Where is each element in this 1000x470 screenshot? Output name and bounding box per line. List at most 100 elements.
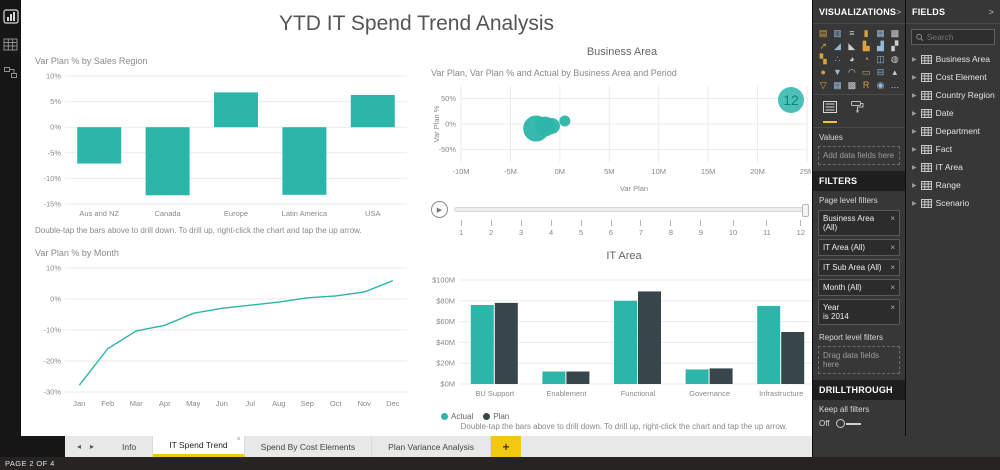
filter-chip[interactable]: Year is 2014 × bbox=[818, 299, 900, 325]
collapse-visualizations-icon[interactable]: > bbox=[896, 7, 902, 17]
chart-business-area-scatter[interactable]: Business Area Var Plan, Var Plan % and A… bbox=[431, 46, 812, 237]
expand-table-icon[interactable]: ▶ bbox=[912, 92, 917, 99]
line-stacked-column-chart-icon[interactable]: ▙ bbox=[862, 41, 870, 51]
card-icon[interactable]: ▭ bbox=[861, 67, 871, 77]
map-icon[interactable]: ◍ bbox=[890, 54, 899, 64]
play-axis-tick[interactable]: 9 bbox=[699, 220, 703, 237]
remove-filter-icon[interactable]: × bbox=[890, 243, 895, 252]
funnel-chart-icon[interactable]: ▼ bbox=[833, 67, 842, 77]
expand-table-icon[interactable]: ▶ bbox=[912, 110, 917, 117]
bar-Latin America[interactable] bbox=[282, 127, 327, 195]
bar-BU Support-Plan[interactable] bbox=[494, 302, 518, 384]
slicer-icon[interactable]: ▽ bbox=[819, 80, 827, 90]
bar-Functional-Plan[interactable] bbox=[638, 291, 661, 384]
collapse-fields-icon[interactable]: > bbox=[988, 7, 994, 17]
play-axis-tick[interactable]: 2 bbox=[489, 220, 493, 237]
bar-chart-plot[interactable]: 10% 5% 0% -5% -10% -15% Aus and NZ Canada Europe… bbox=[35, 68, 413, 225]
bubble-3[interactable] bbox=[559, 115, 571, 127]
new-page-button[interactable]: + bbox=[491, 436, 521, 457]
close-tab-icon[interactable]: × bbox=[236, 436, 241, 443]
page-tab[interactable]: Info bbox=[106, 436, 154, 457]
expand-table-icon[interactable]: ▶ bbox=[912, 56, 917, 63]
filled-map-icon[interactable]: ● bbox=[820, 67, 826, 77]
bar-Canada[interactable] bbox=[145, 127, 190, 196]
more-visuals-icon[interactable]: … bbox=[890, 80, 900, 90]
100-stacked-bar-chart-icon[interactable]: ▦ bbox=[876, 28, 885, 38]
format-pane-tab[interactable] bbox=[851, 100, 864, 123]
chart-var-plan-by-sales-region[interactable]: Var Plan % by Sales Region 10% 5% 0% -5% -10… bbox=[35, 56, 413, 235]
play-axis-tick[interactable]: 11 bbox=[763, 220, 771, 237]
stacked-area-chart-icon[interactable]: ◣ bbox=[848, 41, 856, 51]
ribbon-chart-icon[interactable]: ▞ bbox=[891, 41, 899, 51]
remove-filter-icon[interactable]: × bbox=[890, 214, 895, 223]
bar-Governance-Plan[interactable] bbox=[709, 368, 733, 384]
bar-Governance-Actual[interactable] bbox=[685, 369, 709, 384]
area-chart-icon[interactable]: ◢ bbox=[834, 41, 841, 51]
scatter-plot[interactable]: -10M -5M 0M 5M 10M 15M 20M 25M 50% 0% -50% 12 Var Pl… bbox=[431, 80, 812, 197]
line-chart-plot[interactable]: 10% 0% -10% -20% -30% Jan Feb Mar Apr May Jun Jul Au… bbox=[35, 260, 413, 415]
expand-table-icon[interactable]: ▶ bbox=[912, 74, 917, 81]
line-clustered-column-chart-icon[interactable]: ▟ bbox=[877, 41, 884, 51]
page-tab[interactable]: Spend By Cost Elements bbox=[245, 436, 373, 457]
legend-item-Plan[interactable]: Plan bbox=[483, 412, 509, 421]
stacked-bar-chart-icon[interactable]: ▤ bbox=[818, 28, 828, 38]
values-dropzone[interactable]: Add data fields here bbox=[818, 146, 900, 165]
data-view-icon[interactable] bbox=[3, 37, 19, 52]
expand-table-icon[interactable]: ▶ bbox=[912, 164, 917, 171]
field-table-row[interactable]: ▶ Scenario bbox=[906, 194, 1000, 212]
fields-pane-tab[interactable] bbox=[823, 100, 837, 123]
100-stacked-column-chart-icon[interactable]: ▩ bbox=[890, 28, 900, 38]
play-axis-handle[interactable] bbox=[802, 204, 809, 217]
keep-all-filters-toggle[interactable] bbox=[835, 419, 862, 428]
search-input[interactable] bbox=[926, 32, 990, 42]
field-table-row[interactable]: ▶ Fact bbox=[906, 140, 1000, 158]
bubble-2[interactable] bbox=[543, 118, 560, 135]
fields-search[interactable] bbox=[911, 29, 995, 45]
field-table-row[interactable]: ▶ Date bbox=[906, 104, 1000, 122]
play-axis-tick[interactable]: 6 bbox=[609, 220, 613, 237]
pie-chart-icon[interactable]: ◕ bbox=[849, 54, 855, 64]
play-axis-tick[interactable]: 5 bbox=[579, 220, 583, 237]
bar-Enablement-Plan[interactable] bbox=[566, 371, 590, 384]
r-script-visual-icon[interactable]: R bbox=[862, 80, 870, 90]
field-table-row[interactable]: ▶ IT Area bbox=[906, 158, 1000, 176]
expand-table-icon[interactable]: ▶ bbox=[912, 200, 917, 207]
remove-filter-icon[interactable]: × bbox=[890, 263, 895, 272]
play-axis-tick[interactable]: 10 bbox=[729, 220, 737, 237]
multi-row-card-icon[interactable]: ⊟ bbox=[876, 67, 885, 77]
page-tab[interactable]: Plan Variance Analysis bbox=[372, 436, 491, 457]
bar-Europe[interactable] bbox=[214, 92, 258, 128]
arcgis-map-icon[interactable]: ◉ bbox=[876, 80, 885, 90]
play-button[interactable]: ▶ bbox=[431, 201, 448, 218]
bar-Functional-Actual[interactable] bbox=[614, 300, 637, 384]
play-axis-tick[interactable]: 4 bbox=[549, 220, 553, 237]
report-filters-dropzone[interactable]: Drag data fields here bbox=[818, 346, 900, 374]
scatter-chart-icon[interactable]: ∴ bbox=[834, 54, 841, 64]
play-axis-tick[interactable]: 1 bbox=[459, 220, 463, 237]
field-table-row[interactable]: ▶ Cost Element bbox=[906, 68, 1000, 86]
clustered-column-chart-icon[interactable]: ▮ bbox=[863, 28, 869, 38]
play-axis-tick[interactable]: 8 bbox=[669, 220, 673, 237]
trend-line[interactable] bbox=[78, 280, 394, 386]
donut-chart-icon[interactable]: ◔ bbox=[863, 54, 869, 64]
filter-chip[interactable]: Month (All) × bbox=[818, 279, 900, 296]
line-chart-icon[interactable]: ↗ bbox=[819, 41, 827, 51]
field-table-row[interactable]: ▶ Country Region bbox=[906, 86, 1000, 104]
field-table-row[interactable]: ▶ Range bbox=[906, 176, 1000, 194]
bar-Infrastructure-Actual[interactable] bbox=[757, 306, 781, 384]
filter-chip[interactable]: IT Area (All) × bbox=[818, 239, 900, 256]
play-axis-tick[interactable]: 3 bbox=[519, 220, 523, 237]
expand-table-icon[interactable]: ▶ bbox=[912, 182, 917, 189]
matrix-icon[interactable]: ▩ bbox=[847, 80, 857, 90]
gauge-icon[interactable]: ◠ bbox=[847, 67, 856, 77]
kpi-icon[interactable]: ▴ bbox=[892, 67, 898, 77]
prev-page-arrow[interactable]: ◂ bbox=[77, 442, 82, 451]
treemap-icon[interactable]: ◫ bbox=[876, 54, 885, 64]
play-axis-track[interactable] bbox=[454, 204, 809, 217]
page-tab[interactable]: IT Spend Trend × bbox=[153, 436, 245, 457]
expand-table-icon[interactable]: ▶ bbox=[912, 128, 917, 135]
remove-filter-icon[interactable]: × bbox=[890, 283, 895, 292]
filter-chip[interactable]: IT Sub Area (All) × bbox=[818, 259, 900, 276]
legend-item-Actual[interactable]: Actual bbox=[441, 412, 473, 421]
waterfall-chart-icon[interactable]: ▚ bbox=[819, 54, 827, 64]
